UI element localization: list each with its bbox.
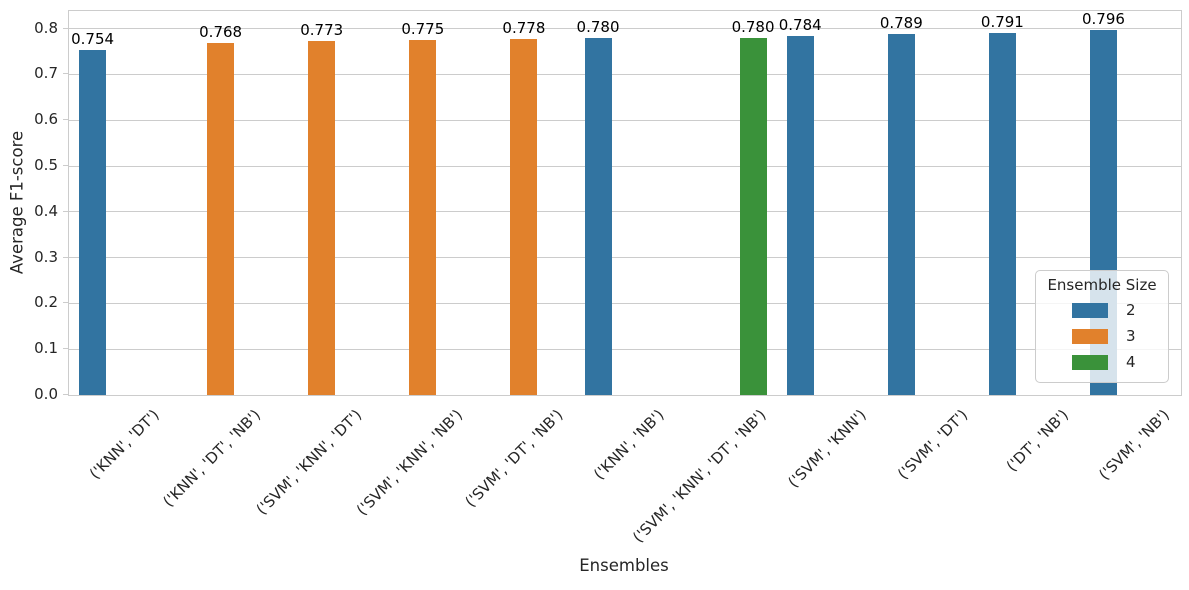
bar bbox=[409, 40, 437, 395]
x-axis-label: Ensembles bbox=[579, 556, 669, 575]
legend-swatch bbox=[1072, 328, 1108, 344]
bar bbox=[786, 35, 814, 395]
legend-entry-label: 2 bbox=[1126, 301, 1136, 319]
bar-value-label: 0.775 bbox=[401, 20, 445, 39]
bar-value-label: 0.773 bbox=[300, 20, 344, 39]
x-tick-label: ('KNN', 'DT', 'NB') bbox=[158, 405, 264, 511]
bar-value-label: 0.754 bbox=[71, 29, 115, 48]
bar bbox=[988, 32, 1016, 395]
y-tick-label: 0.2 bbox=[34, 293, 58, 312]
y-tick-mark bbox=[63, 119, 68, 121]
x-tick-label: ('SVM', 'DT') bbox=[894, 405, 972, 483]
gridline bbox=[69, 211, 1181, 213]
x-tick-label: ('SVM', 'DT', 'NB') bbox=[461, 405, 567, 511]
legend: Ensemble Size 2 3 4 bbox=[1035, 270, 1169, 383]
legend-entries: 2 3 4 bbox=[1036, 297, 1168, 375]
bar bbox=[79, 49, 107, 395]
legend-swatch bbox=[1072, 302, 1108, 318]
legend-entry: 4 bbox=[1036, 349, 1168, 375]
y-tick-mark bbox=[63, 210, 68, 212]
bar-value-label: 0.791 bbox=[980, 12, 1024, 31]
bar bbox=[308, 40, 336, 395]
y-tick-label: 0.8 bbox=[34, 18, 58, 37]
legend-entry: 3 bbox=[1036, 323, 1168, 349]
y-tick-label: 0.4 bbox=[34, 201, 58, 220]
bar bbox=[207, 43, 235, 395]
bar-value-label: 0.796 bbox=[1082, 10, 1125, 29]
gridline bbox=[69, 119, 1181, 121]
y-tick-label: 0.5 bbox=[34, 156, 58, 174]
plot-area: 0.754 0.768 0.773 0.775 0.778 0.780 0.780 0.784… bbox=[68, 10, 1182, 396]
y-tick-label: 0.7 bbox=[34, 64, 58, 83]
gridline bbox=[69, 165, 1181, 167]
bar-value-label: 0.768 bbox=[199, 23, 243, 42]
bar bbox=[584, 37, 612, 395]
y-tick-mark bbox=[63, 73, 68, 75]
bar bbox=[739, 37, 767, 395]
bar-value-label: 0.784 bbox=[778, 15, 822, 34]
gridline bbox=[69, 348, 1181, 350]
x-tick-label: ('DT', 'NB') bbox=[1003, 405, 1073, 476]
y-tick-mark bbox=[63, 165, 68, 166]
legend-swatch bbox=[1072, 354, 1108, 370]
y-tick-mark bbox=[63, 394, 68, 395]
legend-entry: 2 bbox=[1036, 297, 1168, 323]
legend-title: Ensemble Size bbox=[1047, 276, 1157, 294]
y-tick-mark bbox=[63, 302, 68, 304]
bar-value-label: 0.780 bbox=[731, 17, 775, 36]
y-tick-label: 0.6 bbox=[34, 110, 58, 129]
x-tick-label: ('SVM', 'KNN', 'NB') bbox=[352, 405, 466, 519]
x-tick-label: ('SVM', 'KNN') bbox=[784, 405, 871, 492]
y-tick-label: 0.0 bbox=[34, 385, 58, 403]
bar-value-label: 0.778 bbox=[502, 18, 546, 37]
y-tick-mark bbox=[63, 256, 68, 258]
bar-value-label: 0.780 bbox=[576, 17, 620, 36]
bar bbox=[887, 33, 915, 395]
y-tick-mark bbox=[63, 27, 68, 29]
legend-entry-label: 3 bbox=[1126, 327, 1136, 345]
gridline bbox=[69, 73, 1181, 75]
x-tick-label: ('SVM', 'KNN', 'DT') bbox=[252, 405, 365, 519]
gridline bbox=[69, 28, 1181, 30]
gridline bbox=[69, 302, 1181, 304]
x-tick-label: ('KNN', 'NB') bbox=[590, 405, 669, 484]
bar bbox=[510, 38, 538, 395]
y-tick-label: 0.3 bbox=[34, 247, 58, 266]
legend-entry-label: 4 bbox=[1126, 353, 1136, 371]
y-tick-mark bbox=[63, 348, 68, 350]
x-tick-label: ('KNN', 'DT') bbox=[85, 405, 163, 483]
bar-value-label: 0.789 bbox=[879, 13, 923, 32]
y-tick-label: 0.1 bbox=[34, 339, 58, 358]
gridline bbox=[69, 257, 1181, 259]
x-tick-label: ('SVM', 'NB') bbox=[1095, 405, 1174, 484]
